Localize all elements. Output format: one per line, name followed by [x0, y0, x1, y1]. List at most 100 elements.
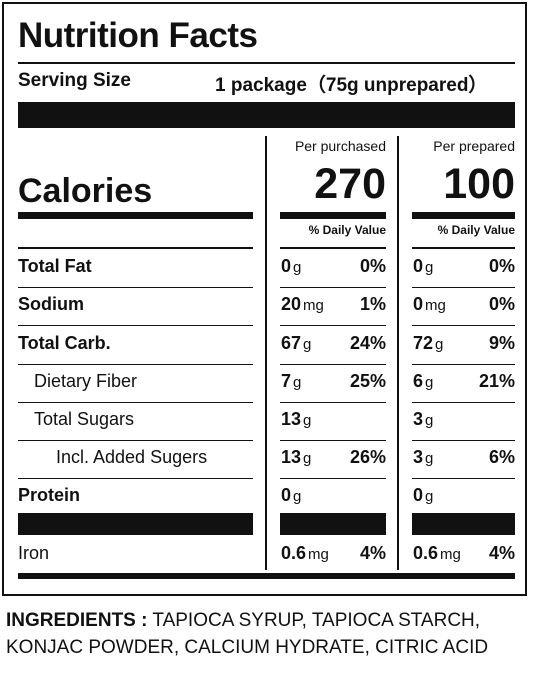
daily-value-per-prepared: 6% — [488, 447, 515, 467]
amount-value: 13 — [281, 447, 302, 467]
row-divider — [412, 287, 515, 288]
amount-per-purchased: 13 g — [281, 409, 311, 430]
row-divider — [412, 325, 515, 326]
daily-value-per-prepared: 0% — [488, 256, 515, 276]
column-divider — [265, 136, 267, 570]
amount-unit: g — [293, 488, 302, 505]
amount-per-prepared: 0.6 mg — [413, 543, 461, 564]
row-divider — [280, 402, 386, 403]
amount-value: 20 — [281, 294, 302, 314]
amount-unit: g — [293, 374, 302, 391]
divider — [18, 62, 515, 64]
amount-value: 7 — [281, 371, 292, 391]
nutrient-label: Dietary Fiber — [34, 371, 138, 391]
row-divider — [412, 402, 515, 403]
amount-value: 0.6 — [281, 543, 307, 563]
amount-value: 0 — [281, 485, 292, 505]
row-divider — [18, 402, 253, 403]
amount-per-purchased: 67 g — [281, 333, 311, 354]
amount-per-prepared: 72 g — [413, 333, 443, 354]
amount-value: 67 — [281, 333, 302, 353]
ingredients-label: INGREDIENTS : — [6, 610, 148, 631]
amount-unit: g — [425, 488, 434, 505]
thick-bar — [18, 513, 253, 535]
row-divider — [280, 287, 386, 288]
amount-value: 13 — [281, 409, 302, 429]
amount-per-purchased: 20 mg — [281, 294, 324, 315]
daily-value-per-prepared: 9% — [488, 333, 515, 353]
row-divider — [412, 364, 515, 365]
amount-unit: g — [303, 450, 312, 467]
amount-unit: g — [425, 450, 434, 467]
amount-per-prepared: 0 mg — [413, 294, 446, 315]
nutrition-title: Nutrition Facts — [18, 16, 258, 55]
row-divider — [18, 325, 253, 326]
row-divider — [412, 478, 515, 479]
amount-unit: g — [303, 336, 312, 353]
amount-value: 0 — [413, 256, 424, 276]
row-divider — [280, 364, 386, 365]
row-divider — [18, 440, 253, 441]
daily-value-per-purchased: 25% — [349, 371, 386, 391]
daily-value-per-purchased: 0% — [359, 256, 386, 276]
serving-size-label: Serving Size — [18, 70, 131, 91]
nutrient-label: Total Fat — [18, 256, 92, 276]
amount-unit: mg — [308, 546, 329, 563]
daily-value-per-purchased: 4% — [359, 543, 386, 563]
serving-size-value: 1 package（75g unprepared） — [215, 75, 488, 96]
row-divider — [18, 247, 253, 249]
daily-value-header-purchased: % Daily Value — [308, 223, 386, 237]
amount-value: 72 — [413, 333, 434, 353]
amount-unit: g — [425, 374, 434, 391]
ingredients-section: INGREDIENTS : TAPIOCA SYRUP, TAPIOCA STA… — [6, 607, 526, 661]
amount-value: 3 — [413, 409, 424, 429]
daily-value-per-prepared: 0% — [488, 294, 515, 314]
amount-value: 0 — [413, 485, 424, 505]
row-divider — [18, 478, 253, 479]
amount-unit: mg — [440, 546, 461, 563]
amount-unit: g — [303, 412, 312, 429]
calories-label: Calories — [18, 172, 153, 210]
row-divider — [412, 440, 515, 441]
row-divider — [18, 364, 253, 365]
thick-bar — [18, 102, 515, 128]
nutrient-label: Protein — [18, 485, 81, 505]
amount-unit: mg — [303, 297, 324, 314]
amount-unit: g — [425, 412, 434, 429]
amount-value: 0 — [281, 256, 292, 276]
amount-unit: g — [425, 259, 434, 276]
thick-rule — [280, 212, 386, 219]
thick-rule — [412, 212, 515, 219]
nutrient-label: Total Carb. — [18, 333, 111, 353]
nutrient-label: Incl. Added Sugers — [56, 447, 208, 467]
row-divider — [412, 247, 515, 249]
row-divider — [280, 440, 386, 441]
calories-per-purchased: 270 — [314, 160, 386, 208]
nutrition-facts-panel — [2, 2, 527, 596]
calories-per-prepared: 100 — [443, 160, 515, 208]
amount-unit: mg — [425, 297, 446, 314]
ingredients-text: TAPIOCA SYRUP, TAPIOCA STARCH, KONJAC PO… — [6, 610, 489, 658]
nutrient-label: Total Sugars — [34, 409, 135, 429]
column-divider — [397, 136, 399, 570]
amount-unit: g — [435, 336, 444, 353]
daily-value-per-purchased: 24% — [349, 333, 386, 353]
header-per-purchased: Per purchased — [294, 138, 386, 154]
amount-per-purchased: 0.6 mg — [281, 543, 329, 564]
amount-value: 0 — [413, 294, 424, 314]
row-divider — [18, 287, 253, 288]
thick-rule — [18, 573, 515, 579]
nutrient-label: Sodium — [18, 294, 84, 314]
amount-per-purchased: 13 g — [281, 447, 311, 468]
row-divider — [280, 325, 386, 326]
amount-unit: g — [293, 259, 302, 276]
amount-value: 6 — [413, 371, 424, 391]
daily-value-header-prepared: % Daily Value — [437, 223, 515, 237]
